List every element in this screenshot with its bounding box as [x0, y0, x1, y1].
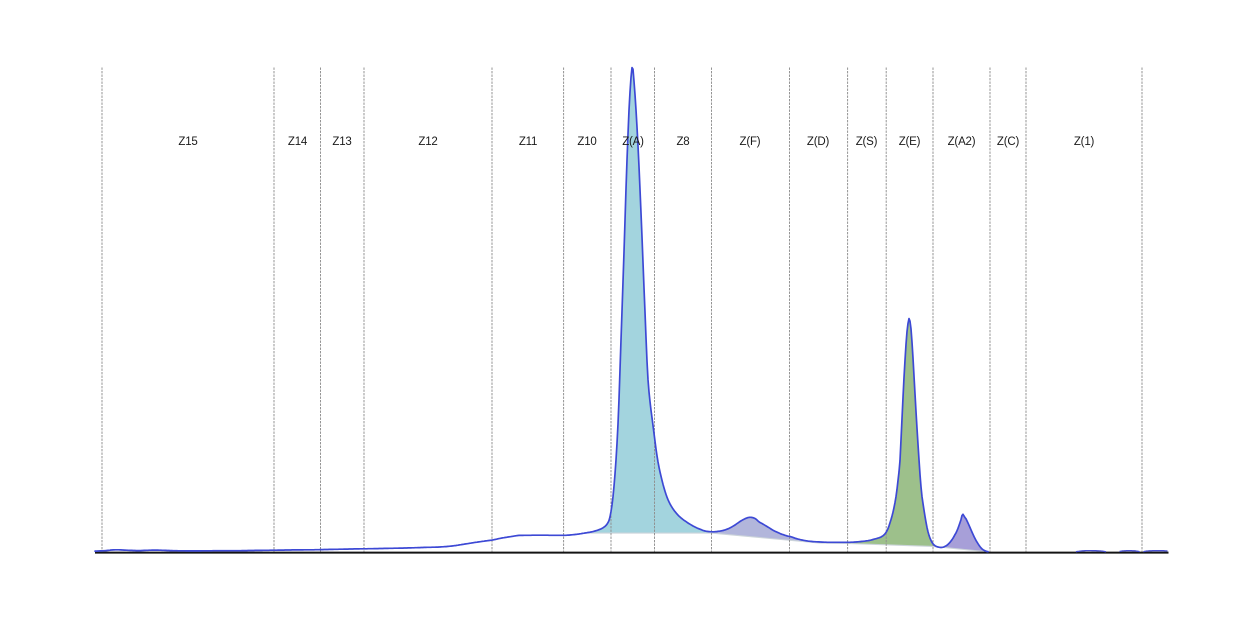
svg-text:Z(A): Z(A): [622, 136, 644, 148]
svg-text:Z(A2): Z(A2): [948, 136, 976, 148]
svg-text:Z14: Z14: [288, 136, 308, 148]
svg-text:Z11: Z11: [519, 136, 537, 148]
svg-text:Z10: Z10: [577, 136, 596, 148]
svg-text:Z(C): Z(C): [997, 136, 1020, 148]
svg-text:Z12: Z12: [418, 136, 437, 148]
svg-text:Z(S): Z(S): [856, 136, 878, 148]
svg-text:Z(D): Z(D): [807, 136, 830, 148]
svg-text:Z13: Z13: [332, 136, 351, 148]
svg-text:Z(E): Z(E): [899, 136, 921, 148]
svg-text:Z(1): Z(1): [1074, 136, 1095, 148]
svg-text:Z15: Z15: [178, 136, 197, 148]
svg-text:Z8: Z8: [676, 136, 689, 148]
svg-text:Z(F): Z(F): [740, 136, 761, 148]
